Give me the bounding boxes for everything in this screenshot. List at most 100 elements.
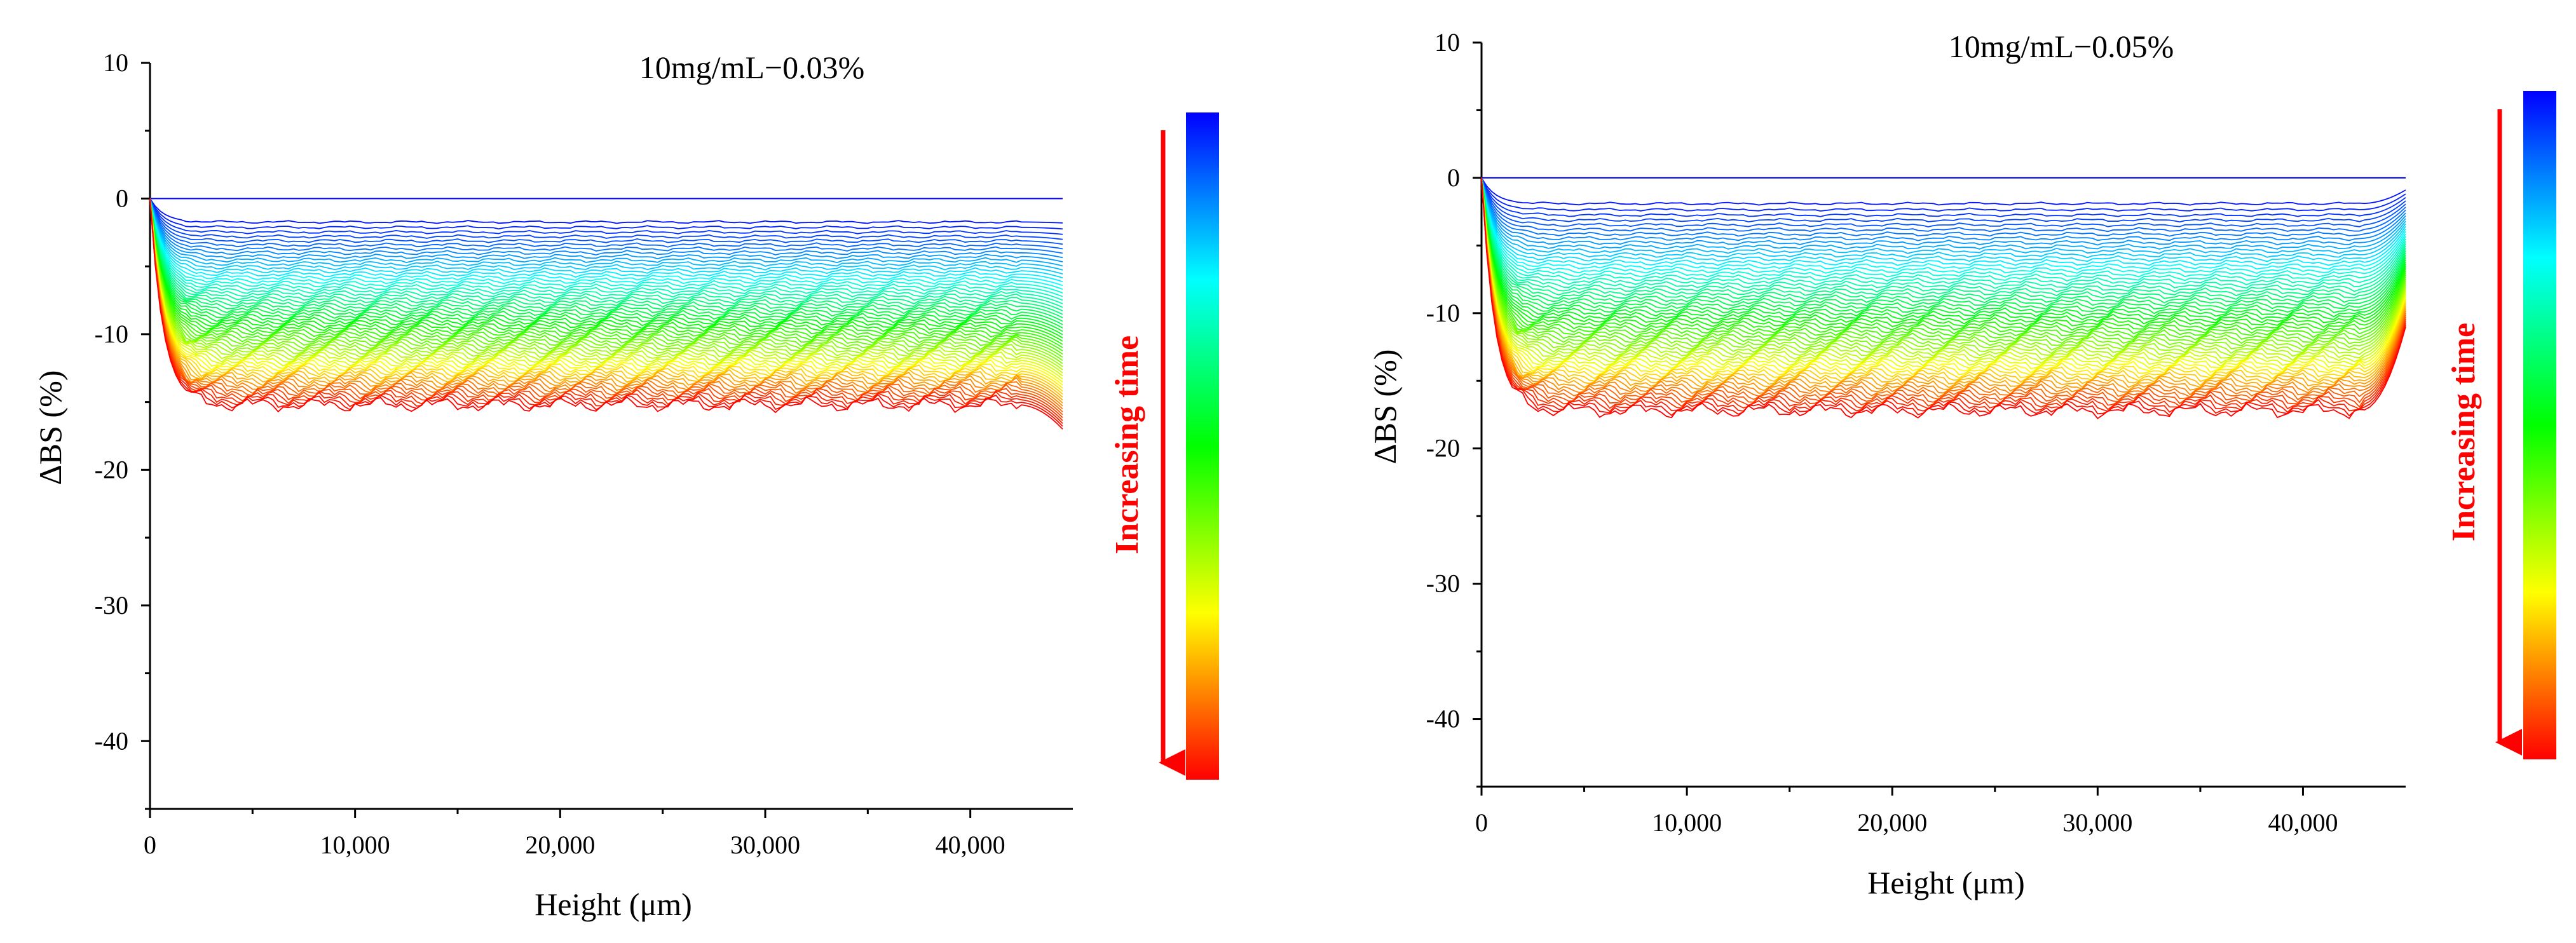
series-line (1481, 177, 2406, 254)
series-line (149, 198, 1063, 254)
chart-title-left: 10mg/mL−0.03% (639, 50, 865, 85)
series-line (149, 198, 1063, 262)
series-line (1481, 177, 2406, 262)
series-line (149, 198, 1063, 339)
series-line (1481, 177, 2406, 212)
series-line (1481, 177, 2406, 367)
x-tick-label: 20,000 (1857, 808, 1927, 837)
series-line (149, 198, 1063, 325)
x-tick-label: 30,000 (2062, 808, 2132, 837)
series-line (149, 198, 1063, 351)
plot-area-right: 10 0 -10 -20 -30 -40 0 10,000 20,000 30,000 40,000 (1426, 28, 2406, 837)
series-line (1481, 177, 2406, 377)
series-line (149, 198, 1063, 380)
series-line (149, 198, 1063, 427)
series-line (1481, 177, 2406, 278)
series-line (149, 198, 1063, 404)
series-line (1481, 177, 2406, 285)
series-line (1481, 177, 2406, 392)
series-line (1481, 177, 2406, 401)
series-line (149, 198, 1063, 407)
series-line (149, 198, 1063, 367)
series-line (149, 198, 1063, 370)
x-tick-label: 0 (1475, 808, 1488, 837)
y-tick-label: -40 (1426, 705, 1460, 733)
series-line (1481, 177, 2406, 335)
series-line (1481, 177, 2406, 315)
series-line (149, 198, 1063, 383)
series-line (1481, 177, 2406, 289)
colorbar-label-right: Increasing time (2446, 323, 2482, 541)
series-line (1481, 177, 2406, 259)
colorbar-label-left: Increasing time (1109, 336, 1145, 554)
series-line (149, 198, 1063, 294)
series-line (149, 198, 1063, 304)
series-line (149, 198, 1063, 386)
series-line (149, 198, 1063, 275)
series-line (1481, 177, 2406, 341)
series-line (1481, 177, 2406, 304)
y-tick-label: -10 (1426, 299, 1460, 327)
y-tick-label: 0 (116, 184, 128, 212)
x-tick-label: 10,000 (320, 831, 390, 859)
series-line (149, 198, 1063, 345)
series-line (149, 198, 1063, 271)
series-line (149, 198, 1063, 332)
series-line (149, 198, 1063, 348)
series-line (149, 198, 1063, 279)
x-tick-label: 40,000 (2268, 808, 2338, 837)
y-tick-label: 10 (1435, 28, 1460, 57)
series-line (149, 198, 1063, 301)
series-line (1481, 177, 2406, 250)
series-line (149, 198, 1063, 315)
series-line (1481, 177, 2406, 374)
series-line (149, 198, 1063, 318)
series-line (149, 198, 1063, 287)
series-line (1481, 177, 2406, 348)
series-line (149, 198, 1063, 416)
series-line (149, 198, 1063, 342)
series-line (1481, 177, 2406, 241)
y-tick-label: 0 (1447, 163, 1460, 192)
series-line (1481, 177, 2406, 383)
series-line (149, 198, 1063, 355)
series-line (1481, 177, 2406, 321)
series-line (149, 198, 1063, 224)
series-line (149, 198, 1063, 250)
series-line (149, 198, 1063, 240)
series-line (1481, 177, 2406, 417)
series-line (149, 198, 1063, 395)
series-line (1481, 177, 2406, 206)
series-line (1481, 177, 2406, 388)
plot-area-left: 10 0 -10 -20 -30 -40 0 10,000 20,000 30,000 40,000 (95, 48, 1073, 859)
series-line (1481, 177, 2406, 233)
x-axis-title-right: Height (μm) (1867, 865, 2025, 900)
series-line (1481, 177, 2406, 217)
series-line (1481, 177, 2406, 364)
series-line (149, 198, 1063, 259)
colorbar-right (2523, 91, 2556, 759)
series-line (1481, 177, 2406, 370)
series-line (1481, 177, 2406, 223)
series-line (149, 198, 1063, 312)
y-tick-label: 10 (103, 48, 128, 77)
series-line (149, 198, 1063, 398)
series-line (149, 198, 1063, 358)
y-tick-label: -20 (95, 455, 128, 484)
series-line (1481, 177, 2406, 246)
series-line (149, 198, 1063, 364)
series-line (149, 198, 1063, 392)
series-line (149, 198, 1063, 329)
axes-0: 10 0 -10 -20 -30 -40 0 10,000 20,000 30,000 40,000 (95, 48, 1073, 859)
series-line (1481, 177, 2406, 227)
y-tick-label: -40 (95, 726, 128, 755)
series-line (1481, 177, 2406, 297)
y-tick-label: -10 (95, 320, 128, 348)
series-line (1481, 177, 2406, 237)
series-lines-0 (149, 198, 1063, 430)
series-line (149, 198, 1063, 322)
series-line (1481, 177, 2406, 271)
axes-1: 10 0 -10 -20 -30 -40 0 10,000 20,000 30,000 40,000 (1426, 28, 2406, 837)
x-tick-label: 30,000 (730, 831, 800, 859)
series-line (1481, 177, 2406, 419)
